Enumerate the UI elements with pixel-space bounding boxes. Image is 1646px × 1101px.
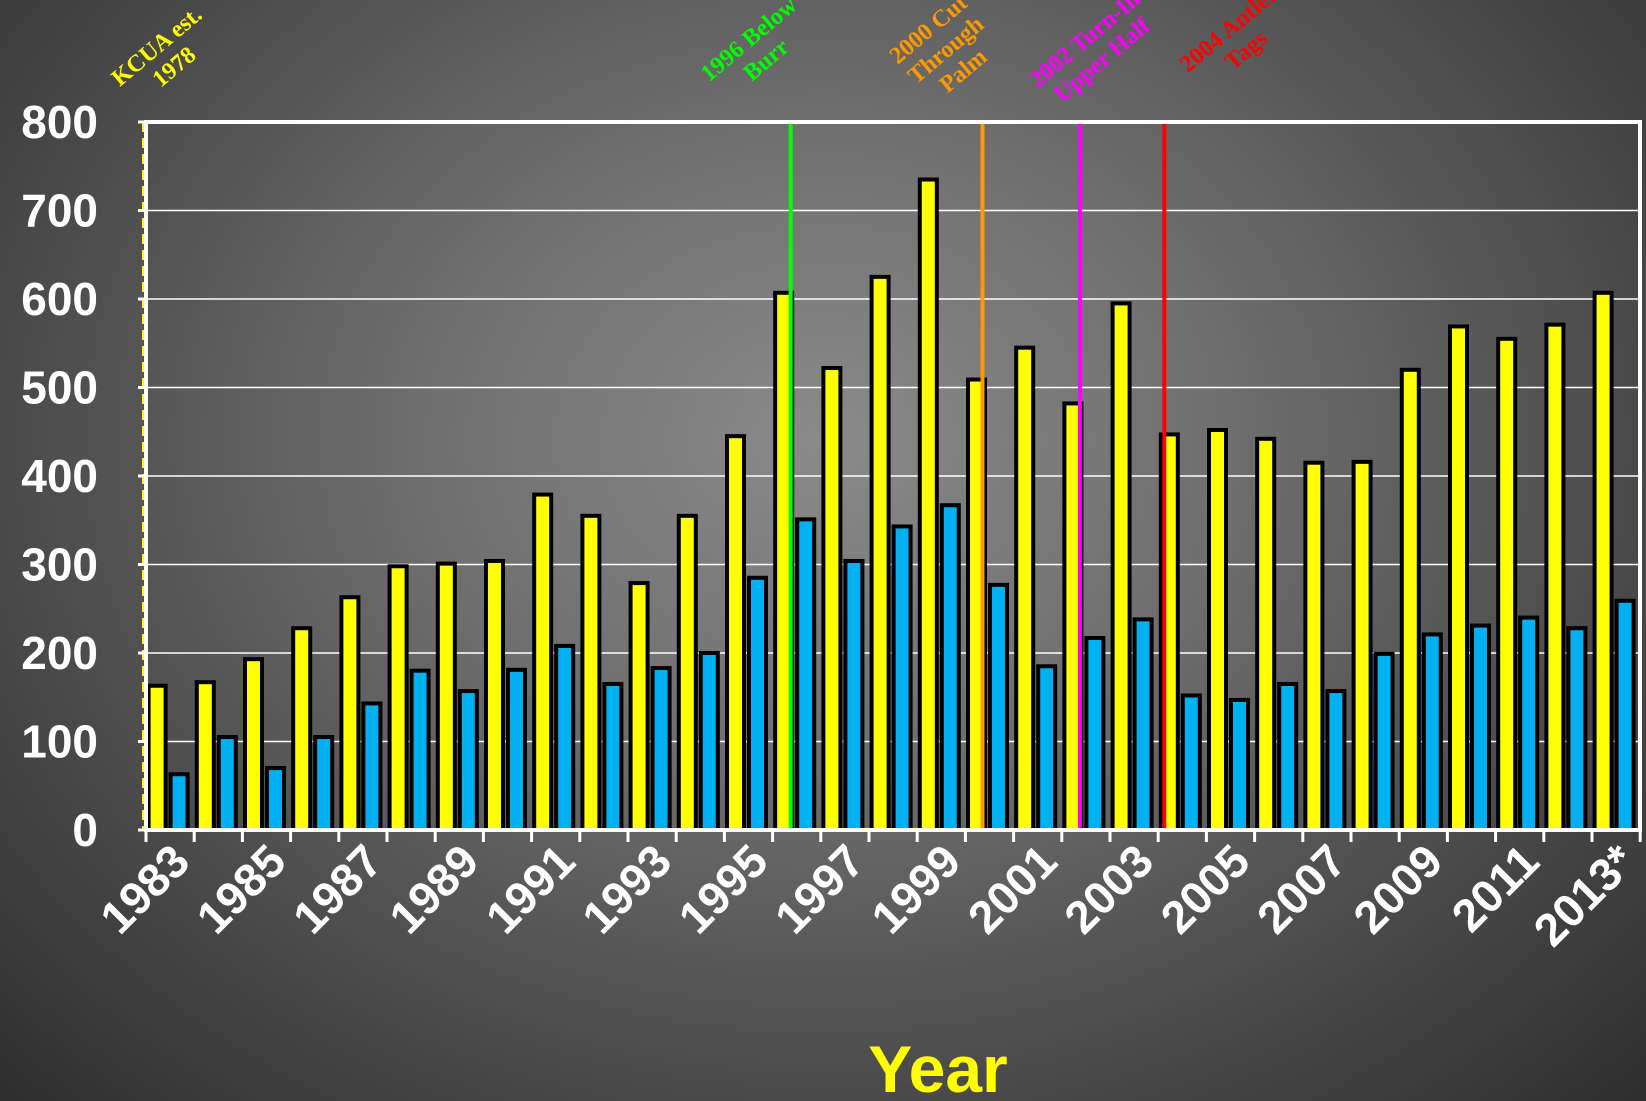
bar-series1-1991 [532, 492, 554, 832]
bar-series2-2003 [1132, 617, 1154, 832]
bar-series2-2001 [1036, 664, 1058, 833]
y-tick-label-200: 200 [21, 627, 98, 679]
y-axis: 0 100 200 300 400 500 600 700 800 [21, 96, 146, 856]
bar-series1-1986 [291, 626, 313, 832]
bar-series1-2010 [1448, 324, 1469, 832]
bars [146, 177, 1636, 833]
bar-series1-1999 [917, 177, 939, 832]
bar-series2-1999 [939, 503, 961, 832]
bar-series2-1983 [168, 772, 190, 832]
bar-series2-2005 [1229, 697, 1250, 833]
bar-series1-1984 [194, 680, 216, 833]
bar-series2-1997 [843, 558, 865, 833]
bar-series2-1991 [554, 643, 576, 832]
x-tick-label-1989: 1989 [379, 834, 488, 943]
bar-series1-1992 [580, 513, 602, 832]
bar-series2-1990 [506, 667, 527, 832]
event-labels: KCUA est.1978 1996 BelowBurr 2000 CutThrou… [107, 0, 1301, 114]
event-label-3: 2000 CutThroughPalm [885, 0, 1007, 111]
event-label-4: 2002 Turn-InUpper Half [1025, 0, 1163, 114]
y-tick-label-500: 500 [21, 362, 98, 414]
bar-series1-2001 [1014, 345, 1036, 832]
y-tick-label-0: 0 [72, 804, 98, 856]
y-tick-label-700: 700 [21, 185, 98, 237]
x-tick-label-2009: 2009 [1343, 834, 1452, 943]
bar-series2-1995 [747, 575, 768, 833]
bar-series2-2002 [1084, 635, 1106, 833]
bar-series2-1996 [795, 517, 817, 832]
bar-series2-1992 [602, 681, 624, 832]
bar-series2-2012 [1566, 626, 1588, 832]
bar-series2-2007 [1325, 689, 1347, 832]
x-tick-label-1993: 1993 [572, 834, 681, 943]
x-tick-label-2007: 2007 [1247, 834, 1356, 943]
bar-series2-2004 [1180, 693, 1202, 832]
x-tick-label-1985: 1985 [186, 834, 295, 943]
bar-series1-1987 [339, 595, 361, 832]
bar-series1-2007 [1303, 460, 1325, 832]
x-tick-label-2005: 2005 [1150, 834, 1259, 943]
bar-series1-1994 [676, 513, 698, 832]
event-label-2: 1996 BelowBurr [696, 0, 820, 108]
x-tick-label-2001: 2001 [958, 834, 1067, 943]
y-tick-label-800: 800 [21, 96, 98, 148]
bar-series2-2006 [1277, 681, 1299, 832]
y-tick-label-100: 100 [21, 716, 98, 768]
bar-series2-1989 [457, 689, 479, 832]
bar-series1-1988 [387, 564, 409, 833]
x-tick-label-1995: 1995 [668, 834, 777, 943]
bar-series2-2013* [1614, 598, 1636, 832]
bar-series1-1998 [869, 274, 891, 832]
bar-series1-2005 [1207, 427, 1228, 832]
event-label-1: KCUA est.1978 [107, 2, 225, 113]
bar-series2-1998 [891, 524, 913, 832]
bar-series1-1990 [484, 558, 505, 833]
bar-series2-1986 [313, 735, 335, 833]
bar-series1-1983 [146, 683, 168, 832]
bar-series2-2000 [988, 582, 1009, 832]
bar-series2-1993 [650, 666, 672, 832]
x-tick-label-1999: 1999 [861, 834, 970, 943]
bar-series1-2013* [1592, 290, 1614, 832]
y-tick-label-400: 400 [21, 450, 98, 502]
bar-series1-1993 [628, 581, 650, 833]
bar-series1-1995 [725, 434, 746, 832]
y-tick-label-300: 300 [21, 539, 98, 591]
bar-series1-2008 [1351, 459, 1373, 832]
x-tick-label-2013*: 2013* [1523, 834, 1645, 956]
x-tick-label-2003: 2003 [1054, 834, 1163, 943]
bar-series1-2003 [1110, 301, 1132, 832]
bar-series1-2011 [1496, 336, 1518, 832]
bar-series2-2010 [1470, 623, 1491, 832]
bar-series2-1985 [265, 766, 286, 832]
bar-series1-2006 [1255, 436, 1277, 832]
x-tick-label-1987: 1987 [283, 834, 392, 943]
x-tick-label-1991: 1991 [476, 834, 585, 943]
bar-series1-1989 [435, 561, 457, 832]
x-axis: 1983198519871989199119931995199719992001… [90, 830, 1645, 956]
bar-series2-1984 [216, 735, 238, 833]
bar-series1-2012 [1544, 322, 1566, 832]
bar-series2-2008 [1373, 651, 1395, 833]
bar-series2-1987 [361, 701, 383, 833]
bar-series2-1994 [698, 651, 720, 832]
bar-series2-2009 [1421, 632, 1443, 832]
x-tick-label-1983: 1983 [90, 834, 199, 943]
x-tick-label-1997: 1997 [765, 834, 874, 943]
y-tick-label-600: 600 [21, 273, 98, 325]
bar-series1-2009 [1399, 367, 1421, 832]
x-axis-label: Year [868, 1032, 1007, 1101]
bar-series2-1988 [409, 668, 431, 833]
bar-series1-1997 [821, 366, 843, 832]
bar-series1-1985 [243, 657, 264, 832]
event-label-5: 2004 AntlerTags [1175, 0, 1301, 99]
bar-series2-2011 [1518, 615, 1540, 832]
